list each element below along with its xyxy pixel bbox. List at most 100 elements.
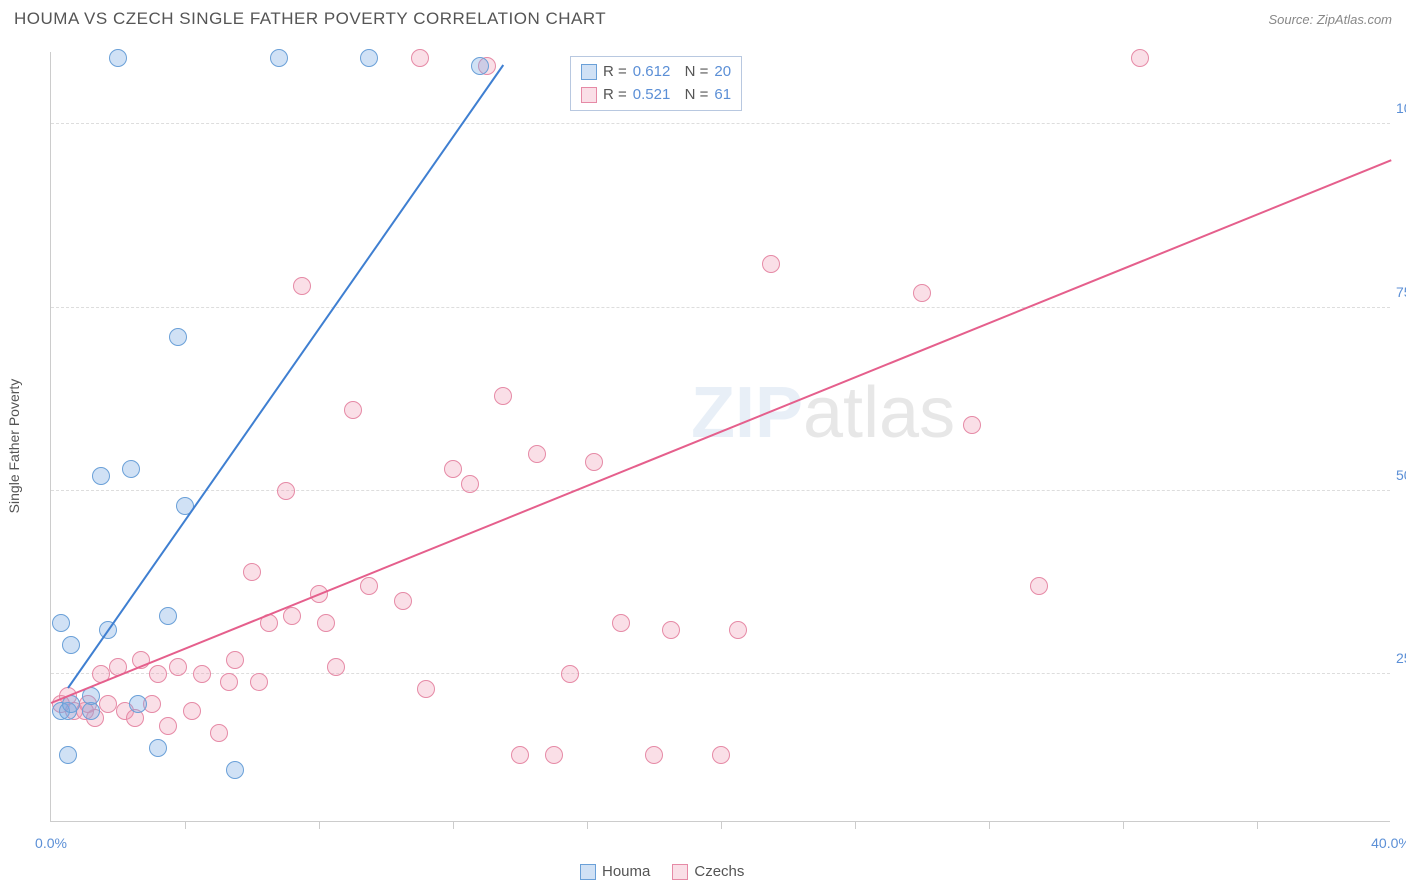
legend-r-label: R = [603,61,627,84]
ytick-label: 50.0% [1396,467,1406,483]
swatch-houma [580,864,596,880]
point-czech [585,453,603,471]
swatch-czech [672,864,688,880]
ytick-label: 75.0% [1396,284,1406,300]
xtick [989,821,990,829]
legend-n-label: N = [676,84,708,107]
point-czech [99,695,117,713]
legend-r-label: R = [603,84,627,107]
xtick-label: 40.0% [1371,835,1406,851]
correlation-legend: R = 0.612 N = 20 R = 0.521 N = 61 [570,56,742,111]
legend-row-houma: R = 0.612 N = 20 [581,61,731,84]
point-houma [471,57,489,75]
point-czech [210,724,228,742]
point-czech [561,665,579,683]
chart-source: Source: ZipAtlas.com [1268,12,1392,27]
xtick [855,821,856,829]
point-houma [92,467,110,485]
point-czech [729,621,747,639]
xtick-label: 0.0% [35,835,67,851]
point-czech [327,658,345,676]
trendline-houma [67,64,504,688]
xtick [453,821,454,829]
point-czech [1030,577,1048,595]
point-czech [250,673,268,691]
point-czech [394,592,412,610]
ytick-label: 25.0% [1396,650,1406,666]
point-houma [270,49,288,67]
point-czech [417,680,435,698]
chart-title: HOUMA VS CZECH SINGLE FATHER POVERTY COR… [14,9,606,29]
point-czech [963,416,981,434]
point-czech [411,49,429,67]
watermark-bold: ZIP [691,373,803,453]
watermark-light: atlas [803,373,955,453]
point-czech [283,607,301,625]
point-czech [645,746,663,764]
legend-item-czech: Czechs [672,863,744,880]
point-houma [159,607,177,625]
xtick [721,821,722,829]
legend-row-czech: R = 0.521 N = 61 [581,84,731,107]
point-czech [913,284,931,302]
gridline [51,123,1390,124]
point-czech [293,277,311,295]
legend-n-houma: 20 [714,61,731,84]
point-czech [511,746,529,764]
point-houma [109,49,127,67]
swatch-houma [581,64,597,80]
point-czech [159,717,177,735]
xtick [319,821,320,829]
point-houma [59,746,77,764]
point-czech [528,445,546,463]
chart-header: HOUMA VS CZECH SINGLE FATHER POVERTY COR… [0,0,1406,38]
point-houma [226,761,244,779]
point-czech [762,255,780,273]
point-czech [317,614,335,632]
legend-n-label: N = [676,61,708,84]
trendline-czech [51,159,1392,704]
point-houma [62,636,80,654]
point-czech [1131,49,1149,67]
swatch-czech [581,87,597,103]
point-czech [712,746,730,764]
legend-r-houma: 0.612 [633,61,671,84]
xtick [185,821,186,829]
point-czech [220,673,238,691]
xtick [1123,821,1124,829]
point-czech [226,651,244,669]
point-houma [129,695,147,713]
watermark: ZIPatlas [691,372,955,454]
point-czech [444,460,462,478]
gridline [51,490,1390,491]
ytick-label: 100.0% [1396,100,1406,116]
legend-label-czech: Czechs [694,863,744,880]
point-houma [122,460,140,478]
point-houma [52,614,70,632]
point-czech [545,746,563,764]
legend-r-czech: 0.521 [633,84,671,107]
gridline [51,307,1390,308]
point-czech [494,387,512,405]
point-czech [662,621,680,639]
point-czech [193,665,211,683]
point-czech [344,401,362,419]
point-czech [461,475,479,493]
series-legend: Houma Czechs [580,863,744,880]
xtick [1257,821,1258,829]
y-axis-label: Single Father Poverty [6,379,22,514]
point-houma [169,328,187,346]
point-czech [183,702,201,720]
legend-n-czech: 61 [714,84,731,107]
point-czech [360,577,378,595]
point-czech [149,665,167,683]
legend-label-houma: Houma [602,863,650,880]
scatter-plot: ZIPatlas 25.0%50.0%75.0%100.0%0.0%40.0% [50,52,1390,822]
point-czech [169,658,187,676]
point-houma [149,739,167,757]
point-czech [612,614,630,632]
xtick [587,821,588,829]
point-houma [360,49,378,67]
point-czech [243,563,261,581]
point-czech [277,482,295,500]
